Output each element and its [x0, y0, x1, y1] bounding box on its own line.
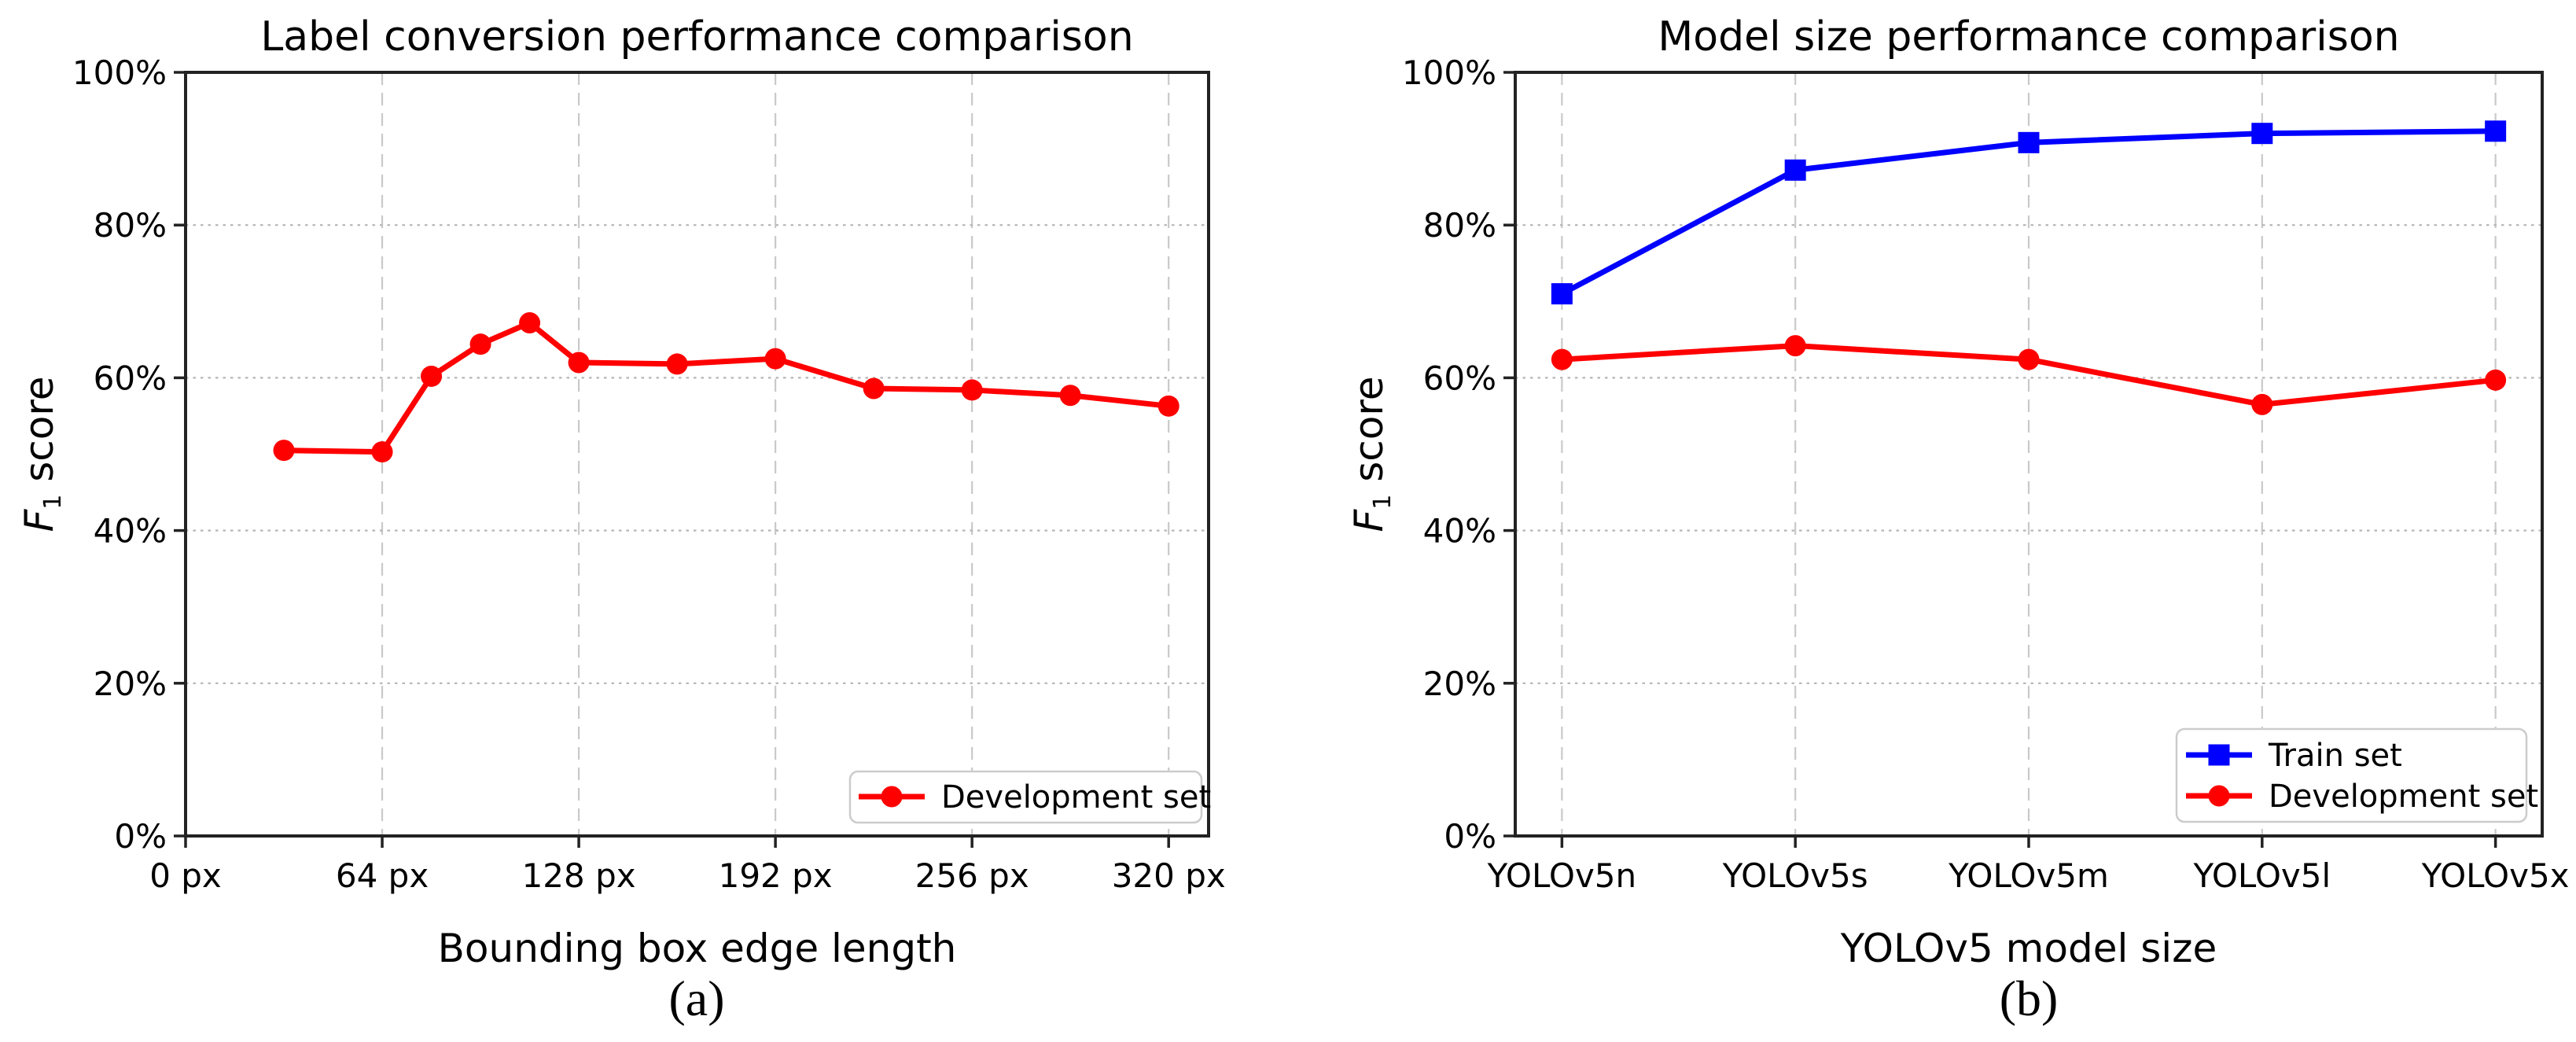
data-point-marker	[863, 377, 885, 399]
x-tick-label: YOLOv5m	[1948, 856, 2109, 895]
data-point-marker	[568, 352, 590, 374]
data-point-marker	[2251, 393, 2273, 415]
chart-title: Label conversion performance comparison	[260, 13, 1133, 61]
data-point-marker	[273, 440, 295, 462]
x-tick-label: 320 px	[1112, 856, 1226, 895]
y-tick-label: 80%	[94, 206, 167, 245]
legend-sample-marker	[881, 786, 903, 808]
series-development-set	[273, 311, 1179, 463]
data-point-marker	[469, 333, 491, 355]
legend-label: Development set	[2269, 779, 2538, 815]
x-tick-label: YOLOv5x	[2421, 856, 2570, 895]
data-point-marker	[371, 441, 393, 463]
legend-entry: Train set	[2186, 738, 2402, 774]
panel-a: 0% 20% 40% 60% 80% 100% 0 px 64 px 128 px 192 px 2…	[17, 13, 1226, 1026]
gridlines	[186, 72, 1209, 836]
y-tick-label: 20%	[94, 665, 167, 703]
y-tick-label: 60%	[1423, 359, 1496, 397]
chart-a-label-conversion: 0% 20% 40% 60% 80% 100% 0 px 64 px 128 px 192 px 2…	[17, 13, 1226, 971]
axis-ticks: 0% 20% 40% 60% 80% 100% 0 px 64 px 128 px 192 px 2…	[72, 53, 1226, 895]
data-point-marker	[2018, 131, 2040, 153]
panel-b: 0% 20% 40% 60% 80% 100% YOLOv5n YOLOv5s YOLOv5m Y…	[1288, 0, 2576, 1042]
data-point-marker	[2018, 348, 2040, 370]
series-line	[281, 319, 1172, 455]
chart-b-model-size: 0% 20% 40% 60% 80% 100% YOLOv5n YOLOv5s YOLOv5m Y…	[1346, 13, 2570, 971]
y-tick-label: 0%	[1444, 817, 1496, 856]
legend-sample-marker	[2208, 785, 2230, 807]
data-point-marker	[666, 353, 688, 375]
x-tick-label: YOLOv5n	[1487, 856, 1637, 895]
gridlines	[1515, 72, 2542, 836]
y-axis-label: F1 score	[1346, 376, 1397, 532]
caption-a: (a)	[668, 970, 725, 1026]
axis-ticks: 0% 20% 40% 60% 80% 100% YOLOv5n YOLOv5s YOLOv5m Y…	[1402, 53, 2570, 895]
y-axis-label: F1 score	[17, 376, 67, 532]
y-tick-label: 100%	[1402, 53, 1496, 92]
legend-sample-marker	[2208, 744, 2230, 766]
legend-box	[848, 770, 1203, 824]
x-tick-label: 256 px	[915, 856, 1029, 895]
legend: Train set Development set	[2175, 727, 2538, 823]
data-point-marker	[1551, 283, 1573, 305]
x-tick-label: 192 px	[719, 856, 833, 895]
legend-label: Development set	[941, 779, 1211, 816]
series-train-set	[1551, 120, 2507, 305]
data-point-marker	[1059, 385, 1081, 407]
x-tick-label: YOLOv5s	[1722, 856, 1868, 895]
x-tick-label: YOLOv5l	[2193, 856, 2331, 895]
data-point-marker	[961, 379, 983, 401]
x-axis-label: Bounding box edge length	[438, 926, 957, 971]
y-tick-label: 40%	[94, 512, 167, 550]
x-axis-label: YOLOv5 model size	[1840, 926, 2217, 971]
legend-entry: Development set	[2186, 779, 2538, 815]
x-tick-label: 0 px	[149, 856, 222, 895]
data-point-marker	[2485, 369, 2507, 391]
data-point-marker	[2485, 120, 2507, 142]
series-development-set	[1551, 335, 2507, 415]
x-tick-label: 128 px	[522, 856, 636, 895]
data-point-marker	[764, 348, 786, 370]
y-tick-label: 60%	[94, 359, 167, 397]
legend: Development set	[848, 770, 1211, 824]
plot-border	[184, 71, 1210, 838]
data-point-marker	[1784, 159, 1806, 181]
data-point-marker	[1157, 395, 1179, 417]
y-tick-label: 0%	[114, 817, 167, 856]
y-tick-label: 20%	[1423, 665, 1496, 703]
y-tick-label: 100%	[72, 53, 167, 92]
y-tick-label: 80%	[1423, 206, 1496, 245]
legend-label: Train set	[2268, 738, 2402, 774]
chart-title: Model size performance comparison	[1658, 13, 2399, 61]
data-point-marker	[519, 311, 541, 333]
data-point-marker	[421, 365, 443, 387]
data-point-marker	[2251, 123, 2273, 145]
y-tick-label: 40%	[1423, 512, 1496, 550]
x-tick-label: 64 px	[336, 856, 429, 895]
legend-entry: Development set	[859, 779, 1211, 816]
data-point-marker	[1551, 348, 1573, 370]
caption-b: (b)	[1999, 970, 2059, 1026]
legend-box	[2175, 727, 2528, 823]
data-point-marker	[1784, 335, 1806, 357]
